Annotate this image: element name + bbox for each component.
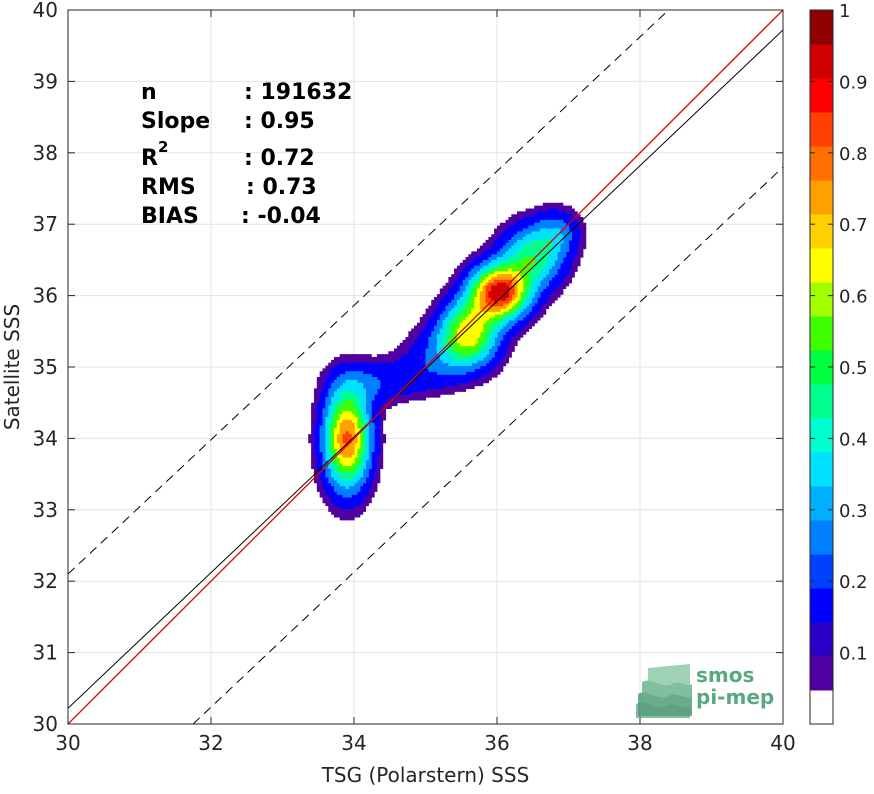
logo-line2: pi-mep [696,685,774,709]
colorbar-segment-4 [810,554,833,589]
colorbar-tick-label-7: 0.8 [839,144,868,165]
x-tick-label-0: 30 [55,731,80,755]
colorbar-segment-19 [810,44,833,79]
colorbar-segment-3 [810,588,833,623]
stat-label-bias: BIAS [141,204,199,229]
colorbar-segment-17 [810,112,833,147]
colorbar-tick-label-1: 0.2 [839,572,868,593]
density-band-3 [325,228,564,489]
colorbar-ticks: 0.1 0.2 0.3 0.4 0.5 0.6 0.7 0.8 0.9 1 [810,1,868,665]
y-axis-label: Satellite SSS [0,304,24,430]
regression-line [68,29,783,709]
colorbar-segment-5 [810,520,833,555]
y-tick-label-7: 37 [33,212,58,236]
x-axis-label: TSG (Polarstern) SSS [321,763,530,787]
colorbar-segment-0 [810,690,833,725]
colorbar-tick-label-6: 0.7 [839,215,868,236]
density-band-7 [336,274,518,458]
colorbar-tick-label-8: 0.9 [839,72,868,93]
y-tick-label-9: 39 [33,69,58,93]
stat-value-slope: : 0.95 [244,109,315,134]
y-tick-label-8: 38 [33,141,58,165]
y-tick-label-5: 35 [33,355,58,379]
colorbar-segment-7 [810,452,833,487]
stat-label-slope: Slope [141,109,210,134]
stat-value-r2: : 0.72 [244,146,315,171]
x-tick-label-4: 38 [627,731,652,755]
stat-value-n: : 191632 [244,80,352,105]
stat-label-r2-sup: 2 [158,138,168,156]
density-band-0 [308,202,587,521]
y-tick-label-10: 40 [33,0,58,22]
colorbar-segment-8 [810,418,833,453]
colorbar-segment-18 [810,78,833,113]
stat-label-n: n [141,80,157,105]
x-axis-ticks: 30 32 34 36 38 40 [55,10,796,755]
y-axis-ticks: 30 31 32 33 34 35 36 37 38 39 40 [33,0,783,736]
colorbar-tick-label-5: 0.6 [839,287,868,308]
smos-pimep-logo: smos pi-mep [636,663,774,718]
stat-value-bias: : -0.04 [241,204,321,229]
upper-bound-dashed-line [68,10,669,575]
colorbar-frame [809,9,834,725]
colorbar-segment-12 [810,282,833,317]
y-tick-label-1: 31 [33,641,58,665]
reference-lines [68,10,783,724]
stat-label-rms: RMS [141,175,196,200]
colorbar-segment-6 [810,486,833,521]
logo-line1: smos [696,663,754,687]
y-tick-label-4: 34 [33,426,58,450]
colorbar [810,10,833,725]
colorbar-segment-16 [810,146,833,181]
colorbar-segment-11 [810,316,833,351]
density-band-6 [333,268,524,467]
colorbar-tick-label-2: 0.3 [839,501,868,522]
colorbar-segment-20 [810,10,833,45]
stats-box: n : 191632 Slope : 0.95 R 2 : 0.72 RMS :… [141,80,352,229]
wave-logo-icon [636,664,692,718]
colorbar-tick-label-9: 1 [839,1,850,22]
colorbar-segment-13 [810,248,833,283]
colorbar-segment-2 [810,622,833,657]
y-tick-label-2: 32 [33,569,58,593]
y-tick-label-0: 30 [33,712,58,736]
x-tick-label-2: 34 [341,731,366,755]
identity-line [68,10,783,724]
colorbar-tick-label-0: 0.1 [839,644,868,665]
stat-label-r2: R [141,146,158,171]
x-tick-label-3: 36 [484,731,509,755]
colorbar-tick-label-3: 0.4 [839,429,868,450]
x-tick-label-1: 32 [198,731,223,755]
grid [67,9,784,725]
colorbar-tick-label-4: 0.5 [839,358,868,379]
colorbar-segment-15 [810,180,833,215]
x-tick-label-5: 40 [770,731,795,755]
lower-bound-dashed-line [192,166,783,724]
colorbar-segment-9 [810,384,833,419]
y-tick-label-6: 36 [33,284,58,308]
colorbar-segment-1 [810,656,833,691]
colorbar-segment-14 [810,214,833,249]
y-tick-label-3: 33 [33,498,58,522]
colorbar-segment-10 [810,350,833,385]
stat-value-rms: : 0.73 [246,175,317,200]
